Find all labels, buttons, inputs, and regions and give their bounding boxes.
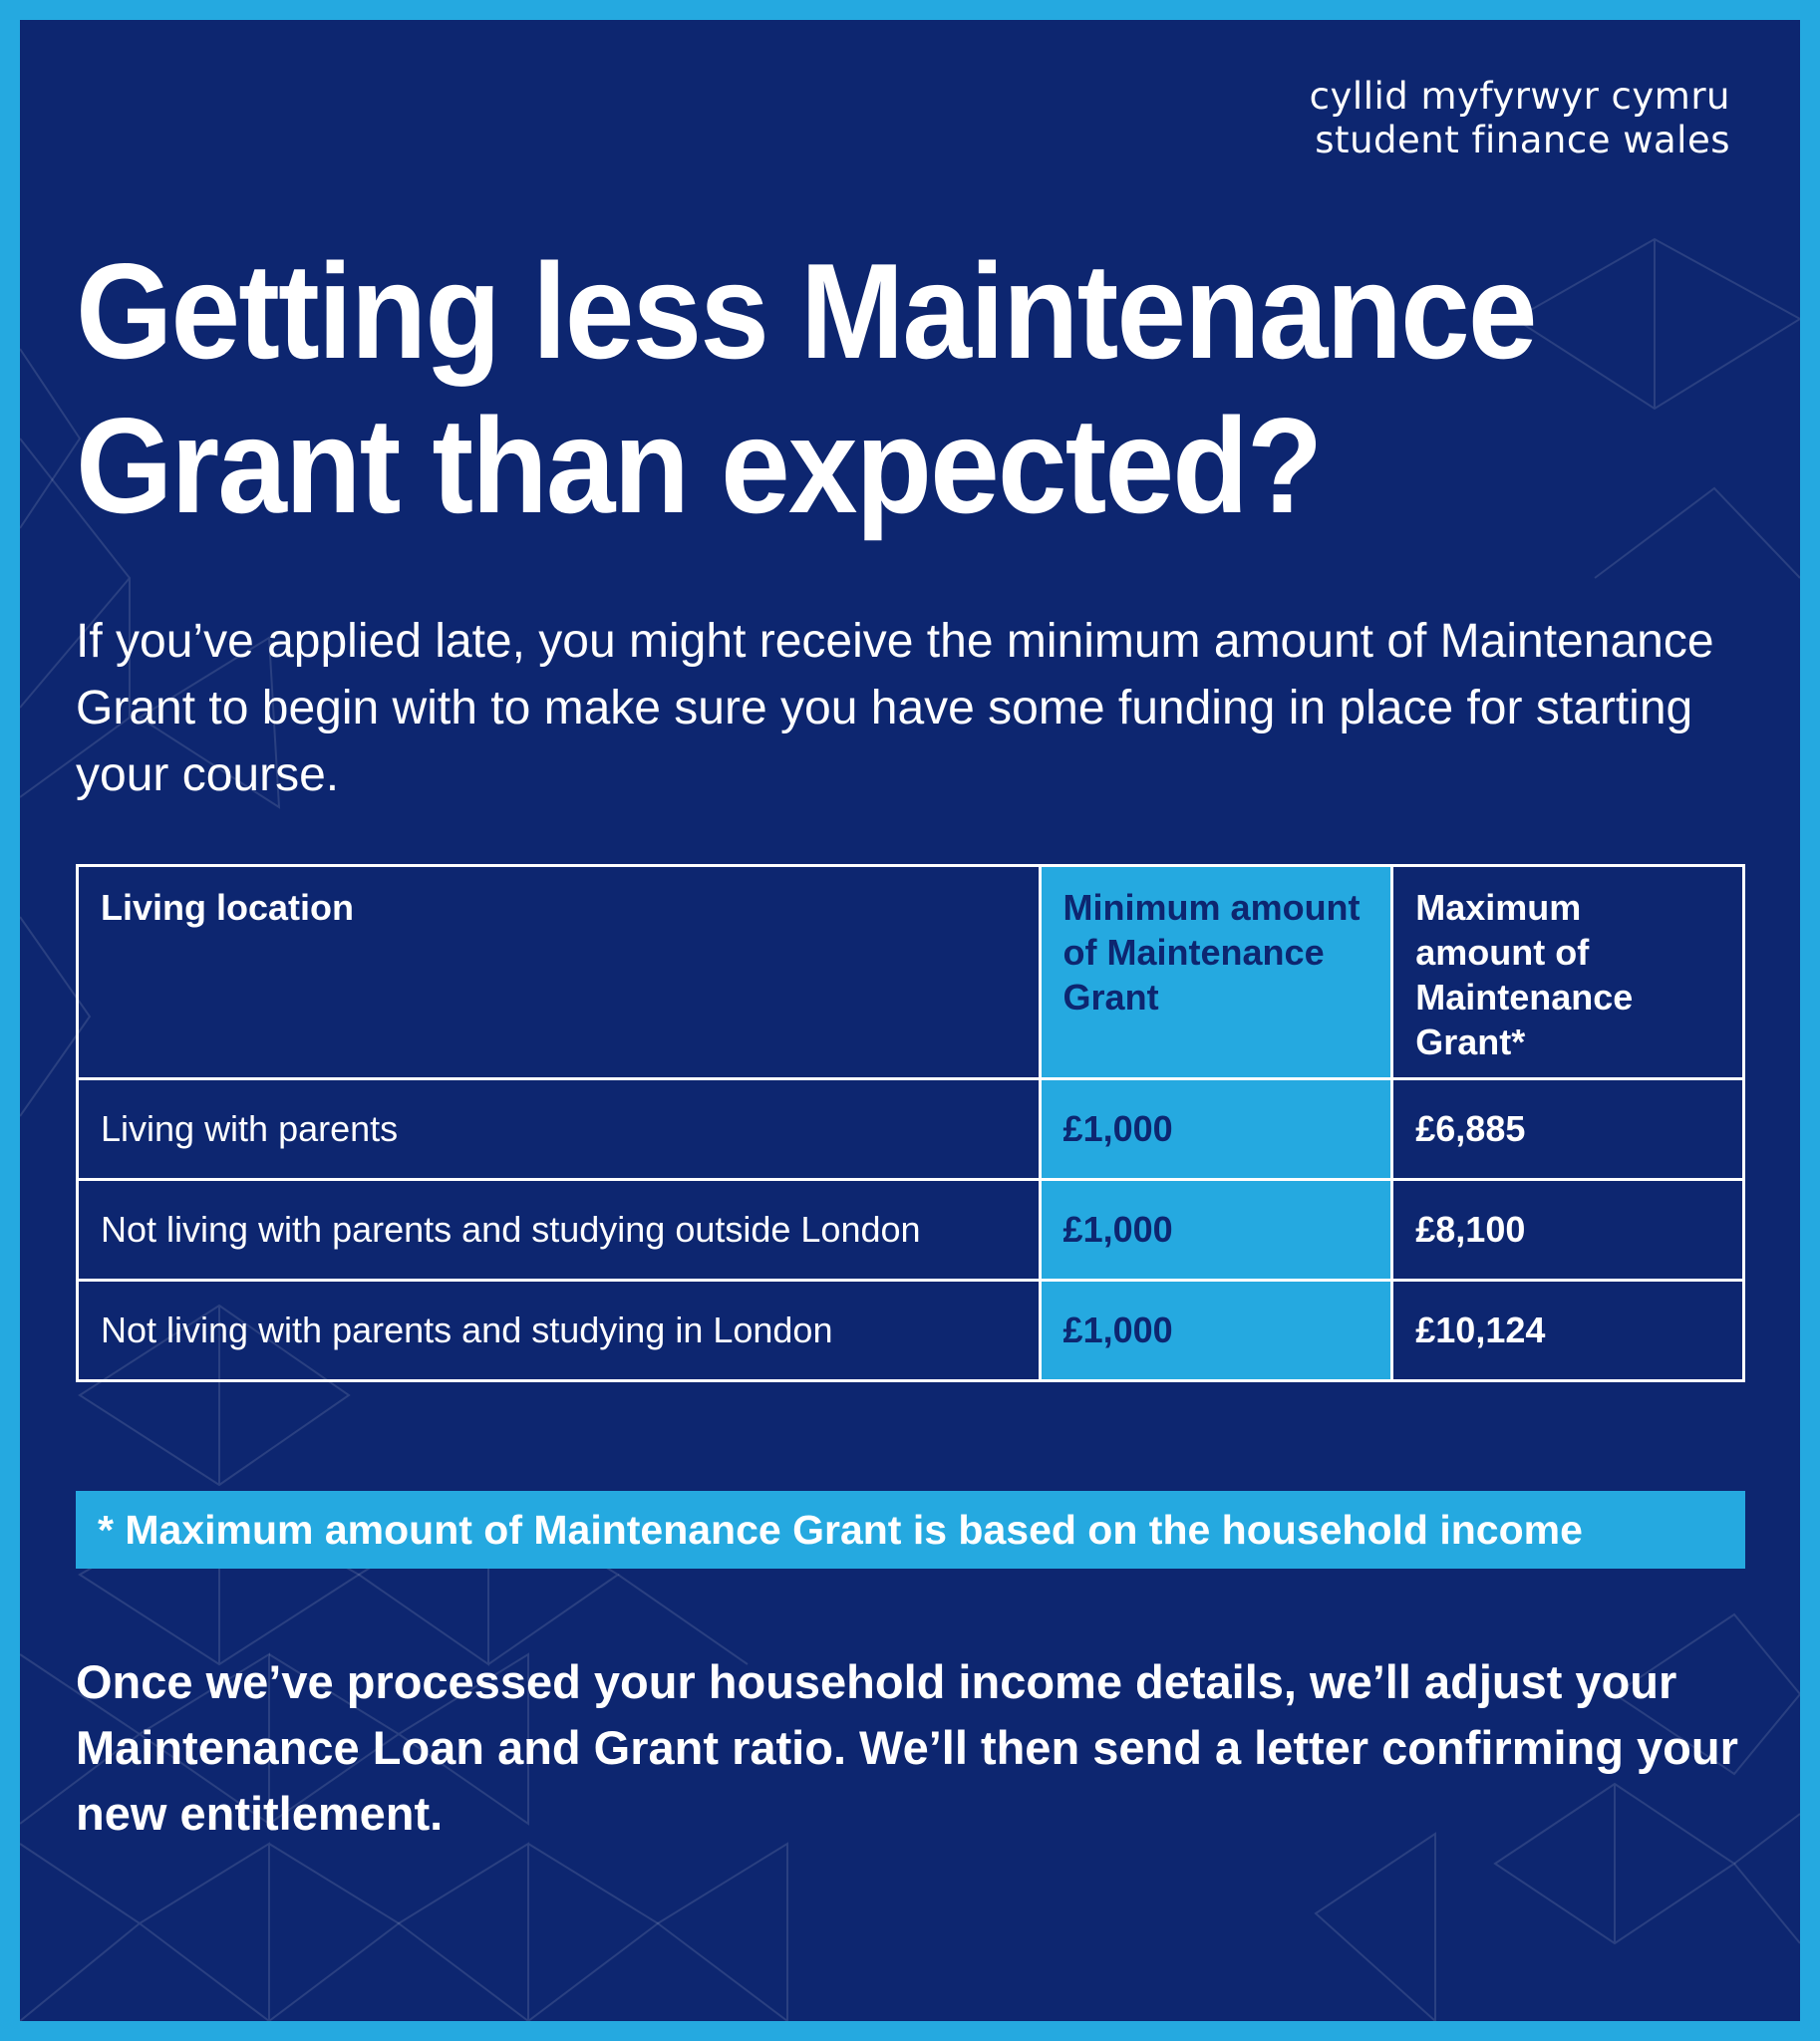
logo-english-text: student finance wales	[1315, 119, 1730, 161]
table-row: Living with parents £1,000 £6,885	[76, 1077, 1745, 1181]
table-row: Not living with parents and studying out…	[76, 1178, 1745, 1282]
header-living-location: Living location	[76, 864, 1042, 1080]
row-minimum: £1,000	[1038, 1077, 1394, 1181]
page-title: Getting less Maintenance Grant than expe…	[76, 234, 1580, 543]
row-location: Living with parents	[76, 1077, 1042, 1181]
row-minimum: £1,000	[1038, 1279, 1394, 1382]
header-maximum-amount: Maximum amount of Maintenance Grant*	[1390, 864, 1745, 1080]
maintenance-grant-table: Living location Minimum amount of Mainte…	[76, 864, 1745, 1382]
table-row: Not living with parents and studying in …	[76, 1279, 1745, 1382]
poster-frame: cyllid myfyrwyr cymru student finance wa…	[20, 20, 1800, 2021]
title-line-2: Grant than expected?	[76, 390, 1323, 541]
title-line-1: Getting less Maintenance	[76, 235, 1537, 387]
row-location: Not living with parents and studying in …	[76, 1279, 1042, 1382]
student-finance-wales-logo: cyllid myfyrwyr cymru student finance wa…	[1310, 75, 1730, 162]
footnote-banner: * Maximum amount of Maintenance Grant is…	[76, 1491, 1745, 1569]
row-maximum: £10,124	[1390, 1279, 1745, 1382]
closing-paragraph: Once we’ve processed your household inco…	[76, 1655, 1738, 1840]
row-maximum: £6,885	[1390, 1077, 1745, 1181]
row-location: Not living with parents and studying out…	[76, 1178, 1042, 1282]
table-header-row: Living location Minimum amount of Mainte…	[76, 864, 1745, 1080]
header-minimum-amount: Minimum amount of Maintenance Grant	[1038, 864, 1394, 1080]
row-minimum: £1,000	[1038, 1178, 1394, 1282]
logo-welsh-text: cyllid myfyrwyr cymru	[1309, 75, 1730, 118]
intro-paragraph: If you’ve applied late, you might receiv…	[76, 615, 1714, 801]
row-maximum: £8,100	[1390, 1178, 1745, 1282]
